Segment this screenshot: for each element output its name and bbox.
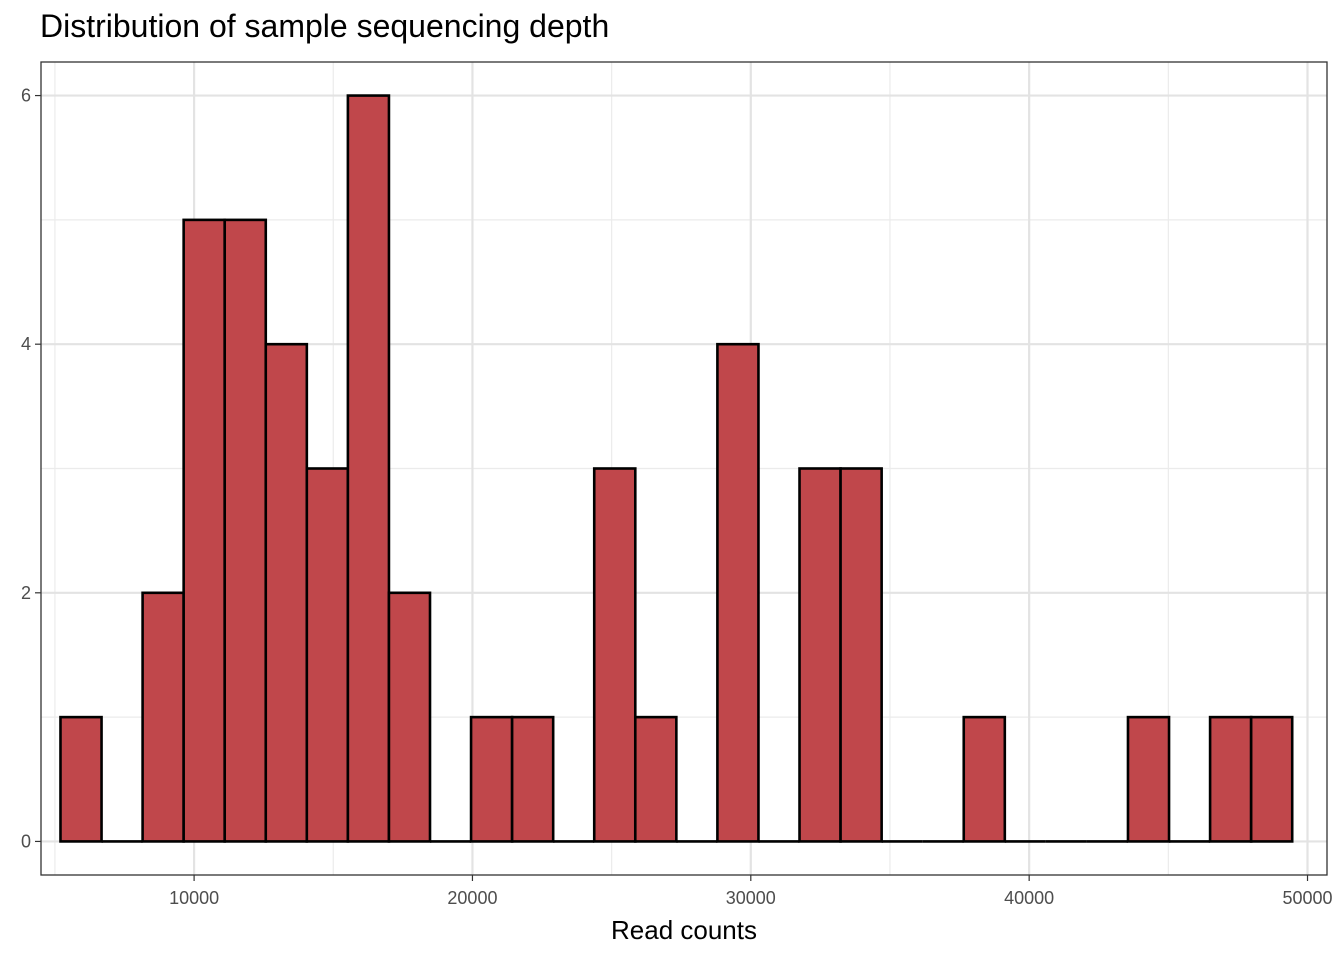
x-tick-label: 50000 — [1282, 888, 1332, 908]
histogram-bar — [223, 218, 268, 843]
x-axis: 10000 20000 30000 40000 50000 — [169, 875, 1333, 908]
y-tick-label: 2 — [21, 583, 31, 603]
histogram-bar — [182, 218, 227, 843]
plot-border — [40, 61, 1328, 876]
x-axis-title: Read counts — [611, 915, 757, 945]
histogram-bar — [59, 715, 103, 843]
histogram-bar — [798, 467, 842, 843]
histogram-bar — [264, 342, 309, 843]
histogram-bar — [592, 467, 637, 843]
y-axis: 0 2 4 6 — [21, 86, 41, 851]
histogram-bar — [1126, 715, 1171, 843]
histogram-bar — [1208, 715, 1253, 843]
histogram-bar — [962, 715, 1007, 843]
histogram-bar — [141, 591, 185, 843]
x-tick-label: 20000 — [447, 888, 497, 908]
histogram-bar — [1249, 715, 1294, 843]
y-tick-label: 6 — [21, 86, 31, 106]
y-tick-label: 0 — [21, 831, 31, 851]
chart-title: Distribution of sample sequencing depth — [40, 8, 610, 44]
histogram-bar — [346, 94, 391, 843]
histogram-bar — [839, 467, 883, 843]
x-tick-label: 10000 — [169, 888, 219, 908]
y-tick-label: 4 — [21, 334, 31, 354]
histogram-bar — [716, 342, 760, 843]
histogram-bar — [387, 591, 432, 843]
x-tick-label: 30000 — [726, 888, 776, 908]
histogram-bar — [469, 715, 514, 843]
histogram-bar — [510, 715, 555, 843]
histogram-bars — [59, 94, 1294, 843]
x-tick-label: 40000 — [1004, 888, 1054, 908]
histogram-bar — [305, 467, 350, 843]
histogram-bar — [633, 715, 678, 843]
